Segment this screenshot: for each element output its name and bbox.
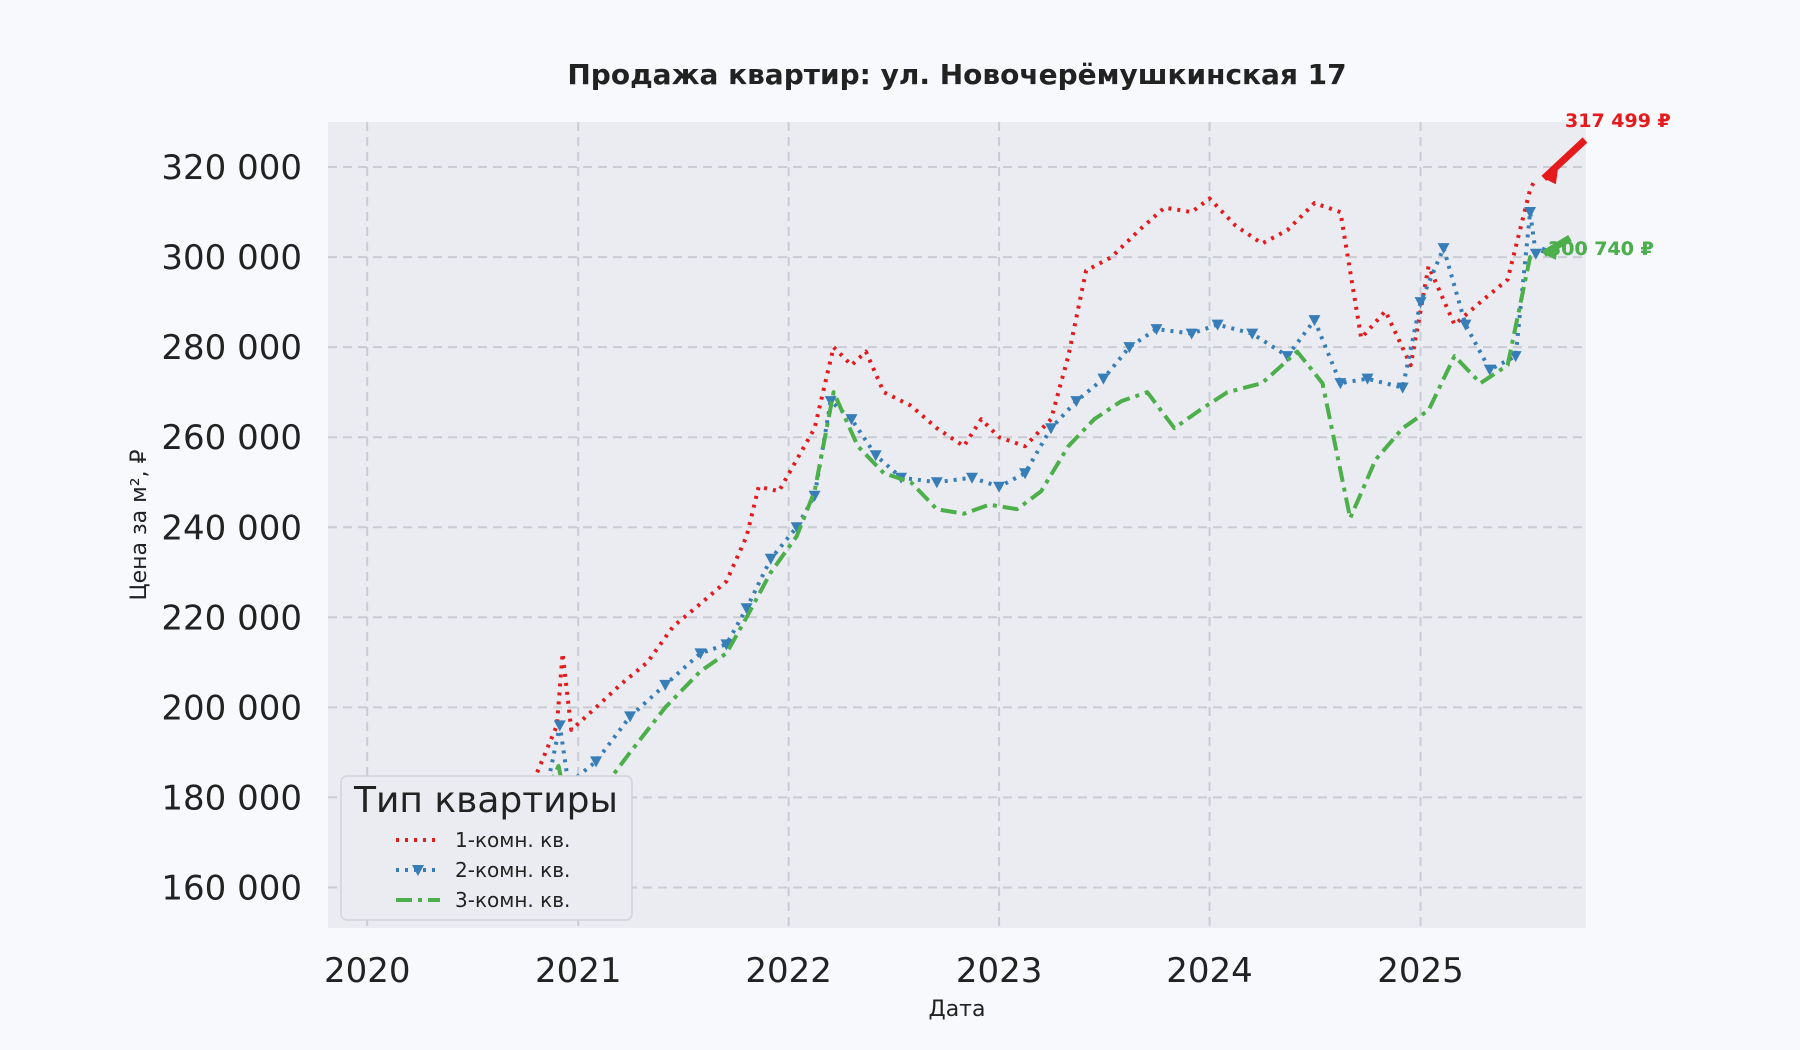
data-point [1246,328,1259,340]
legend: Тип квартиры 1-комн. кв. 2-комн. кв. 3-ком… [340,775,633,921]
data-point [590,756,603,768]
data-point [1483,364,1496,376]
x-tick-label: 2021 [535,951,622,991]
legend-item-label: 1-комн. кв. [455,828,570,852]
x-tick-label: 2024 [1166,951,1253,991]
annotation-arrow [1542,235,1572,257]
x-tick-label: 2023 [956,951,1043,991]
y-tick-label: 320 000 [161,148,302,188]
x-axis-label: Дата [929,997,986,1022]
x-tick-label: 2022 [745,951,832,991]
legend-item-label: 3-комн. кв. [455,888,570,912]
y-tick-label: 280 000 [161,328,302,368]
y-tick-label: 180 000 [161,778,302,818]
x-tick-label: 2025 [1377,951,1464,991]
y-axis: 160 000 180 000 200 000 220 000 240 000 260 0… [161,148,302,908]
data-point [740,603,753,615]
series-line [366,177,1538,836]
y-tick-label: 300 000 [161,238,302,278]
data-point [845,414,858,426]
y-tick-label: 160 000 [161,868,302,908]
data-point [1529,248,1542,260]
data-point [1070,396,1083,408]
data-point [1524,207,1537,219]
data-point [624,711,637,723]
y-tick-label: 220 000 [161,598,302,638]
annotation-arrow [1541,137,1588,181]
legend-item-label: 2-комн. кв. [455,858,570,882]
annotations: 317 499 ₽300 740 ₽300 740 ₽ [1540,110,1671,260]
annotation-label: 300 740 ₽ [1548,238,1654,260]
data-point [1361,373,1374,385]
data-point [1019,468,1032,480]
annotation-arrowhead [1543,170,1558,185]
data-point [930,477,943,489]
data-point [1044,423,1057,435]
annotation-label: 317 499 ₽ [1565,110,1671,132]
data-point [694,648,707,660]
x-tick-label: 2020 [324,951,411,991]
data-point [1281,351,1294,363]
data-point [1211,319,1224,331]
legend-title: Тип квартиры [353,780,618,821]
data-point [1509,351,1522,363]
annotation-label: 300 740 ₽ [1548,238,1654,260]
y-tick-label: 260 000 [161,418,302,458]
legend-marker [412,865,424,876]
legend-box [340,775,633,921]
data-point [553,720,566,732]
x-axis: 2020 2021 2022 2023 2024 2025 [324,951,1464,991]
chart-title: Продажа квартир: ул. Новочерёмушкинская … [567,58,1346,91]
y-tick-label: 240 000 [161,508,302,548]
data-point [1308,315,1321,327]
data-point [659,679,672,691]
data-point [869,450,882,462]
data-point [1414,297,1427,309]
data-point [1123,342,1136,354]
data-point [1459,319,1472,331]
data-point [1437,243,1450,255]
data-point [965,472,978,484]
data-point [1097,373,1110,385]
y-tick-label: 200 000 [161,688,302,728]
y-axis-label: Цена за м², ₽ [127,449,152,600]
data-point [720,639,733,651]
annotation-arrowhead [1543,245,1558,260]
data-point [1150,324,1163,336]
data-point [764,553,777,565]
data-point [1396,382,1409,394]
series-1 [366,177,1538,836]
data-point [993,481,1006,493]
data-point [1185,328,1198,340]
data-point [1334,378,1347,390]
